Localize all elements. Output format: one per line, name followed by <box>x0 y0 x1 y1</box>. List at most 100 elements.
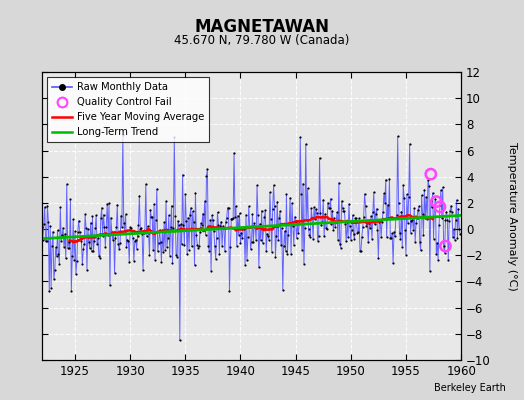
Point <box>339 205 347 212</box>
Point <box>279 287 287 293</box>
Point <box>381 176 390 183</box>
Point <box>391 233 399 240</box>
Point <box>239 223 247 230</box>
Point <box>194 244 202 251</box>
Point <box>337 198 346 204</box>
Point <box>453 235 462 241</box>
Point <box>45 288 53 294</box>
Point <box>127 225 135 231</box>
Point <box>417 247 425 254</box>
Point <box>367 213 375 219</box>
Point <box>317 222 325 228</box>
Point <box>60 244 68 250</box>
Point <box>224 205 233 211</box>
Point <box>257 207 266 214</box>
Point <box>387 235 396 241</box>
Point <box>303 185 312 192</box>
Point <box>328 221 336 227</box>
Point <box>141 181 150 187</box>
Point <box>405 193 413 200</box>
Point <box>113 202 122 208</box>
Point <box>358 234 366 240</box>
Point <box>108 236 117 243</box>
Point <box>208 212 216 219</box>
Point <box>334 237 342 243</box>
Point <box>407 218 416 224</box>
Point <box>54 251 63 257</box>
Point <box>336 244 345 251</box>
Point <box>104 232 112 238</box>
Point <box>326 196 335 202</box>
Point <box>414 203 423 210</box>
Point <box>191 190 200 196</box>
Point <box>77 234 85 241</box>
Point <box>111 235 119 241</box>
Point <box>302 141 310 147</box>
Point <box>205 248 213 254</box>
Point <box>74 218 83 224</box>
Point <box>386 234 395 241</box>
Point <box>184 214 192 221</box>
Point <box>322 225 330 232</box>
Point <box>97 204 106 211</box>
Point <box>90 238 99 244</box>
Point <box>159 249 168 256</box>
Point <box>352 215 361 222</box>
Point <box>306 234 314 240</box>
Point <box>427 198 435 204</box>
Point <box>234 212 242 219</box>
Point <box>62 255 70 262</box>
Point <box>284 232 292 238</box>
Point <box>369 209 377 216</box>
Point <box>436 202 444 209</box>
Point <box>325 205 334 212</box>
Point <box>106 282 114 289</box>
Point <box>339 208 347 215</box>
Point <box>447 203 455 209</box>
Point <box>40 204 49 210</box>
Point <box>394 133 402 140</box>
Point <box>227 215 235 222</box>
Point <box>261 207 269 213</box>
Point <box>172 252 180 258</box>
Point <box>201 232 210 238</box>
Point <box>107 229 116 235</box>
Point <box>340 208 348 214</box>
Point <box>277 242 285 248</box>
Point <box>346 236 355 243</box>
Point <box>135 192 144 199</box>
Point <box>293 221 302 228</box>
Point <box>254 212 262 218</box>
Point <box>105 200 113 206</box>
Point <box>171 212 179 219</box>
Point <box>64 238 73 245</box>
Point <box>295 220 303 227</box>
Point <box>447 208 456 215</box>
Point <box>264 233 272 240</box>
Point <box>75 229 84 235</box>
Point <box>210 228 218 234</box>
Point <box>270 203 279 210</box>
Point <box>441 217 450 224</box>
Point <box>424 176 432 183</box>
Point <box>119 220 128 226</box>
Point <box>355 215 363 222</box>
Point <box>451 236 459 243</box>
Point <box>315 155 324 161</box>
Point <box>366 225 374 232</box>
Point <box>49 228 57 235</box>
Point <box>266 189 274 196</box>
Point <box>61 230 69 237</box>
Point <box>331 224 340 230</box>
Point <box>111 270 119 276</box>
Point <box>427 171 435 177</box>
Point <box>275 215 283 221</box>
Point <box>319 196 328 203</box>
Point <box>389 260 397 266</box>
Point <box>73 228 82 235</box>
Point <box>252 237 260 244</box>
Text: MAGNETAWAN: MAGNETAWAN <box>194 18 330 36</box>
Point <box>121 228 129 235</box>
Point <box>324 200 332 206</box>
Point <box>298 247 306 253</box>
